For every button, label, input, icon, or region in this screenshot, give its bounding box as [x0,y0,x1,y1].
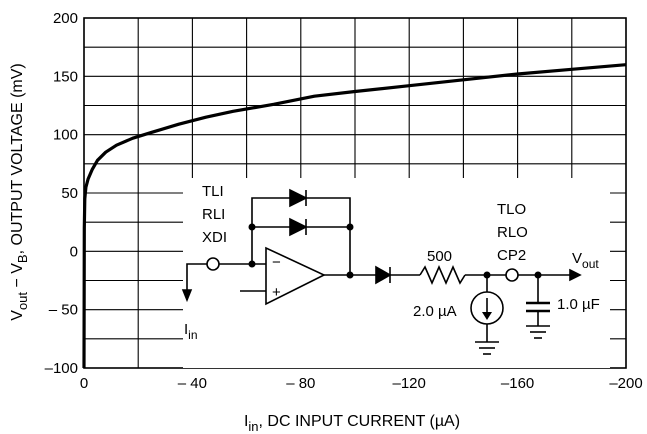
iin-wire [186,263,207,300]
series-line [82,63,627,369]
y-tick-label: 150 [53,68,78,85]
x-tick-label: – 80 [286,375,315,392]
output-label-2: RLO [497,224,528,241]
junction-dot [346,271,354,279]
x-tick-label: –200 [609,375,642,392]
resistor-label: 500 [427,248,452,265]
x-tick-label: 0 [80,375,88,392]
opamp-minus-label: − [272,254,281,271]
y-tick-label: 200 [53,10,78,27]
x-tick-label: – 40 [178,375,207,392]
circuit-schematic: − + TLI RLI XDI TLO RLO CP2 500 2.0 µA 1… [181,178,610,368]
y-tick-label: 0 [70,243,78,260]
current-source-label: 2.0 µA [413,303,457,320]
y-tick-label: 100 [53,127,78,144]
y-tick-label: –100 [45,360,78,377]
junction-dot [534,271,542,279]
junction-dot [483,271,491,279]
tick-labels: 0 – 40 – 80 –120 –160 –200 –100 – 50 0 50 100 150 20… [45,10,643,392]
schematic-background [183,178,610,368]
input-label-2: RLI [202,206,225,223]
feedback-diode-mid [289,217,308,237]
capacitor-label: 1.0 µF [557,296,600,313]
x-tick-label: –160 [501,375,534,392]
series-diode [375,265,392,285]
iin-label: Iin [184,321,198,342]
input-terminal [206,257,220,271]
output-label-1: TLO [497,201,526,218]
opamp-plus-label: + [272,284,281,301]
y-tick-label: 50 [61,185,78,202]
x-axis-label: Iin, DC INPUT CURRENT (µA) [244,413,460,434]
junction-dot [346,223,354,231]
feedback-diode-top [289,188,308,208]
x-tick-label: –120 [393,375,426,392]
cs-arrow-head [482,312,492,320]
input-label-3: XDI [202,229,227,246]
input-label-1: TLI [202,183,224,200]
y-axis-label: Vout − VB, OUTPUT VOLTAGE (mV) [9,63,30,320]
output-terminal [505,268,519,282]
iin-arrow [181,289,193,303]
y-tick-label: – 50 [49,302,78,319]
series [82,63,627,369]
junction-dot [248,260,256,268]
junction-dot [248,223,256,231]
output-label-3: CP2 [497,247,526,264]
vout-arrow [569,268,582,282]
opamp-triangle [265,246,326,306]
vout-label: Vout [572,250,599,271]
resistor [419,265,466,285]
